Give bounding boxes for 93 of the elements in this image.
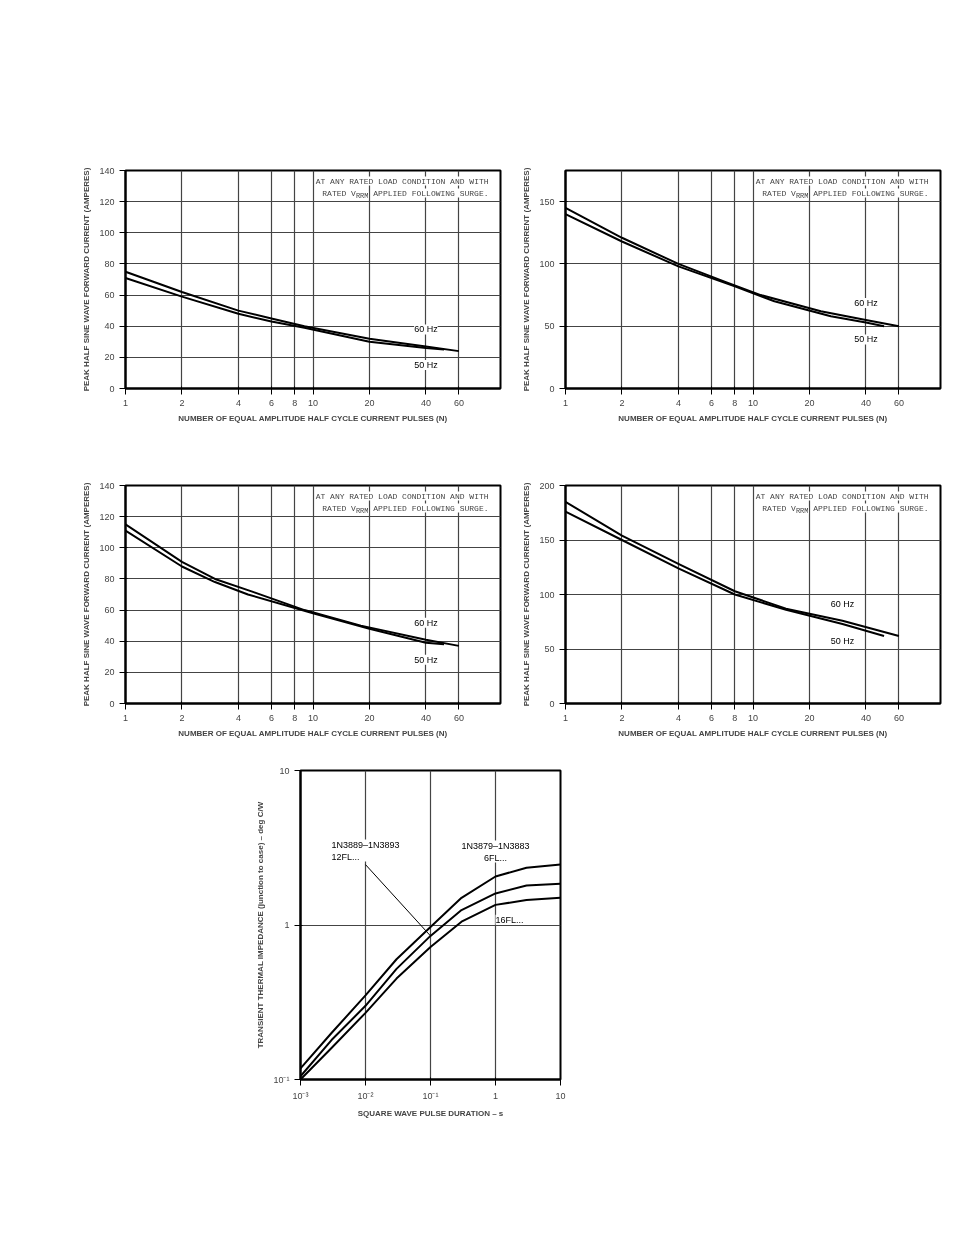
x-tick-label: 20 (804, 397, 815, 408)
y-tick-label: 10⁻¹ (273, 1074, 290, 1085)
x-tick-label: 1 (563, 397, 569, 408)
series-label: 50 Hz (414, 654, 439, 665)
x-tick-label: 40 (860, 712, 871, 723)
x-tick-label: 4 (675, 712, 681, 723)
x-tick-label: 8 (732, 712, 738, 723)
y-tick-label: 100 (99, 542, 115, 553)
y-tick-label: 1 (284, 920, 290, 930)
x-tick-label: 10⁻³ (292, 1090, 309, 1101)
x-axis-title: NUMBER OF EQUAL AMPLITUDE HALF CYCLE CURRENT PULSES (N) (618, 728, 888, 738)
y-tick-label: 20 (104, 667, 115, 678)
x-tick-label: 10 (747, 397, 759, 408)
x-tick-label: 6 (268, 397, 274, 408)
x-tick-label: 20 (804, 712, 815, 723)
x-tick-label: 60 (893, 712, 904, 723)
y-tick-label: 50 (544, 644, 555, 654)
x-tick-label: 40 (420, 712, 431, 723)
x-tick-label: 4 (235, 397, 241, 408)
x-tick-label: 6 (268, 712, 274, 723)
x-tick-label: 2 (179, 397, 185, 408)
x-tick-label: 4 (235, 712, 241, 723)
y-tick-label: 0 (109, 383, 115, 394)
x-tick-label: 60 (893, 397, 904, 408)
y-axis-title: PEAK HALF SINE WAVE FORWARD CURRENT (AMPERES) (522, 167, 532, 392)
y-tick-label: 150 (539, 535, 555, 545)
y-tick-label: 60 (104, 290, 115, 301)
y-tick-label: 200 (539, 480, 555, 491)
y-tick-label: 20 (104, 352, 115, 363)
x-tick-label: 10 (307, 712, 319, 723)
x-tick-label: 40 (420, 397, 431, 408)
y-axis-title: PEAK HALF SINE WAVE FORWARD CURRENT (AMPERES) (82, 167, 92, 392)
annotation: AT ANY RATED LOAD CONDITION AND WITH (755, 491, 929, 501)
y-tick-label: 120 (99, 511, 115, 522)
x-axis-title: NUMBER OF EQUAL AMPLITUDE HALF CYCLE CURRENT PULSES (N) (618, 413, 888, 423)
x-tick-label: 1 (563, 712, 569, 723)
y-tick-label: 0 (549, 698, 555, 709)
x-tick-label: 6 (708, 397, 714, 408)
y-tick-label: 40 (104, 321, 115, 332)
x-tick-label: 8 (732, 397, 738, 408)
y-axis-title: PEAK HALF SINE WAVE FORWARD CURRENT (AMPERES) (522, 482, 532, 707)
x-axis-title: NUMBER OF EQUAL AMPLITUDE HALF CYCLE CURRENT PULSES (N) (178, 413, 448, 423)
y-tick-label: 150 (539, 196, 555, 207)
y-axis-title: PEAK HALF SINE WAVE FORWARD CURRENT (AMPERES) (82, 482, 92, 707)
series-label: 60 Hz (414, 324, 439, 335)
annotation: AT ANY RATED LOAD CONDITION AND WITH (755, 176, 929, 186)
x-tick-label: 40 (860, 397, 871, 408)
x-tick-label: 10 (747, 712, 759, 723)
x-tick-label: 10⁻² (357, 1090, 374, 1101)
x-axis-title: SQUARE WAVE PULSE DURATION – s (357, 1108, 504, 1118)
x-tick-label: 4 (675, 397, 681, 408)
x-tick-label: 6 (708, 712, 714, 723)
x-tick-label: 20 (364, 712, 375, 723)
annotation: AT ANY RATED LOAD CONDITION AND WITH (315, 491, 489, 501)
y-tick-label: 100 (539, 258, 555, 269)
x-tick-label: 2 (619, 712, 625, 723)
y-tick-label: 120 (99, 196, 115, 207)
x-tick-label: 1 (123, 712, 129, 723)
series-label: 60 Hz (414, 617, 439, 628)
series-label: 16FL... (495, 914, 524, 925)
x-tick-label: 20 (364, 397, 375, 408)
series-label: 50 Hz (414, 360, 439, 371)
x-tick-label: 2 (179, 712, 185, 723)
x-tick-label: 10⁻¹ (422, 1090, 439, 1101)
annotation: AT ANY RATED LOAD CONDITION AND WITH (315, 176, 489, 186)
x-tick-label: 8 (292, 712, 298, 723)
x-tick-label: 8 (292, 397, 298, 408)
x-tick-label: 1 (493, 1090, 499, 1101)
x-tick-label: 60 (453, 397, 464, 408)
series-label: 1N3879–1N3883 6FL... (461, 840, 530, 863)
y-tick-label: 0 (109, 698, 115, 709)
series-label: 60 Hz (830, 598, 855, 609)
series-label: 50 Hz (854, 334, 879, 345)
series-label: 50 Hz (830, 635, 855, 646)
y-tick-label: 140 (99, 165, 115, 176)
x-tick-label: 2 (619, 397, 625, 408)
y-tick-label: 10 (279, 765, 290, 776)
x-tick-label: 1 (123, 397, 129, 408)
y-tick-label: 40 (104, 636, 115, 647)
x-axis-title: NUMBER OF EQUAL AMPLITUDE HALF CYCLE CURRENT PULSES (N) (178, 728, 448, 738)
x-tick-label: 10 (307, 397, 319, 408)
y-tick-label: 100 (99, 227, 115, 238)
y-tick-label: 0 (549, 383, 555, 394)
y-tick-label: 140 (99, 480, 115, 491)
y-tick-label: 80 (104, 573, 115, 584)
y-tick-label: 50 (544, 321, 555, 332)
text: 1N3889–1N3893 12FL... (331, 839, 400, 862)
y-axis-title: TRANSIENT THERMAL IMPEDANCE (junction to case) – deg C/W (256, 801, 266, 1049)
y-tick-label: 80 (104, 258, 115, 269)
x-tick-label: 60 (453, 712, 464, 723)
y-tick-label: 60 (104, 605, 115, 616)
y-tick-label: 100 (539, 589, 555, 600)
series-label: 60 Hz (854, 297, 879, 308)
